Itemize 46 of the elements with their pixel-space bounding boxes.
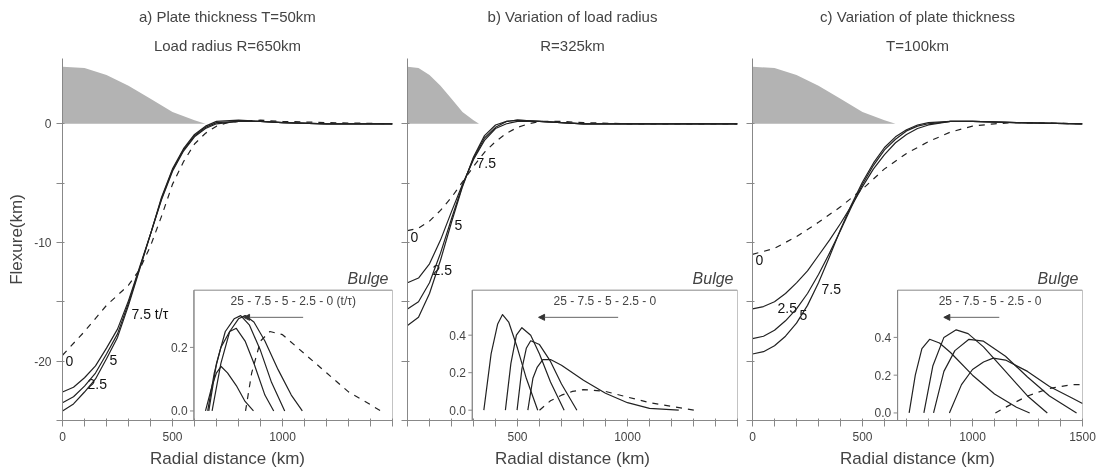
y-tick-label: -20 [34,354,52,369]
y-tick-label: -10 [34,235,52,250]
series-label: 0 [65,353,74,370]
chart-subtitle: T=100km [886,36,949,54]
text: 0.2 [449,366,466,381]
x-tick-label: 1000 [269,429,297,444]
annotation: Bulge [692,270,734,288]
x-tick-label: 500 [852,429,873,444]
chart-title: b) Variation of load radius [487,7,658,25]
x-tick-label: 1000 [614,429,642,444]
y-tick-label: 0 [44,117,52,132]
x-tick-label: 0 [749,429,757,444]
annotation: 25 - 7.5 - 5 - 2.5 - 0 [938,294,1042,309]
series-label: 2.5 [777,299,798,316]
chart-subtitle: R=325km [540,36,605,54]
x-tick-label: 500 [507,429,528,444]
x-axis-title: Radial distance (km) [840,448,995,468]
text: 0.4 [874,330,892,345]
text: 0.0 [449,403,466,418]
annotation: Bulge [347,270,389,288]
y-axis-title: Flexure(km) [7,194,27,285]
x-axis-title: Radial distance (km) [150,448,305,468]
x-tick-label: 0 [59,429,67,444]
series-label: 7.5 [476,155,497,172]
text: 0.2 [874,368,892,383]
series-label: 5 [454,216,463,233]
series-label: 5 [799,306,808,323]
x-tick-label: 1500 [1069,429,1097,444]
y2-tick-label: 0.2 [170,340,188,355]
series-label: 7.5 t/τ [131,306,169,323]
annotation: 25 - 7.5 - 5 - 2.5 - 0 [553,294,657,309]
x-tick-label: 1000 [959,429,987,444]
text: 0.4 [449,328,466,343]
chart-subtitle: Load radius R=650km [153,36,302,54]
series-label: 7.5 [821,280,842,297]
x-axis-title: Radial distance (km) [495,448,650,468]
annotation: 25 - 7.5 - 5 - 2.5 - 0 (t/τ) [230,294,356,309]
series-label: 5 [109,352,118,369]
series-label: 0 [755,252,764,269]
y2-tick-label: 0.0 [170,404,188,419]
x-tick-label: 500 [162,429,183,444]
text: 0.0 [874,406,892,421]
chart-title: a) Plate thickness T=50km [138,7,316,25]
series-label: 0 [410,228,419,245]
chart-title: c) Variation of plate thickness [820,7,1015,25]
annotation: Bulge [1037,270,1079,288]
